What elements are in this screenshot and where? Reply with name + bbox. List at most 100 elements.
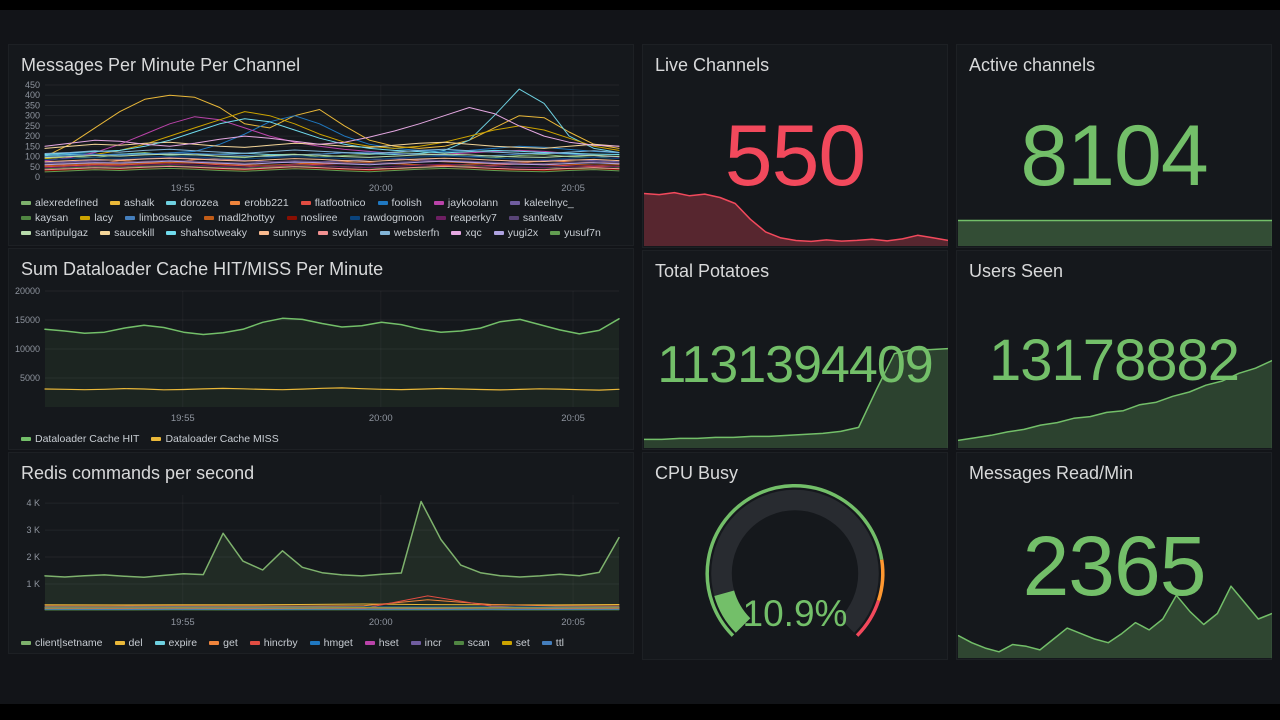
svg-text:20:00: 20:00	[369, 617, 393, 628]
panel-dataloader-cache: Sum Dataloader Cache HIT/MISS Per Minute…	[8, 248, 634, 450]
panel-title[interactable]: Messages Per Minute Per Channel	[21, 55, 301, 75]
legend-label: santipulgaz	[35, 227, 89, 239]
legend-color-chip	[166, 201, 177, 205]
legend-color-chip	[410, 641, 421, 645]
panel-title[interactable]: Sum Dataloader Cache HIT/MISS Per Minute	[21, 259, 384, 279]
panel-title[interactable]: Redis commands per second	[21, 463, 255, 483]
svg-text:50: 50	[30, 162, 40, 172]
svg-text:19:55: 19:55	[171, 617, 195, 628]
legend-item[interactable]: yugi2x	[493, 227, 538, 239]
legend-item[interactable]: ttl	[541, 637, 564, 649]
legend-label: lacy	[94, 212, 113, 224]
legend-item[interactable]: alexredefined	[21, 197, 98, 209]
legend-color-chip	[209, 641, 220, 645]
legend-item[interactable]: set	[501, 637, 530, 649]
legend-item[interactable]: scan	[453, 637, 490, 649]
panel-cpu-busy: CPU Busy 10.9%	[642, 452, 948, 660]
legend-item[interactable]: get	[209, 637, 238, 649]
legend-item[interactable]: Dataloader Cache HIT	[21, 433, 139, 445]
svg-text:300: 300	[25, 111, 40, 121]
legend-item[interactable]: ashalk	[110, 197, 154, 209]
legend-item[interactable]: sunnys	[258, 227, 306, 239]
legend-item[interactable]: hmget	[309, 637, 353, 649]
legend-item[interactable]: hincrby	[249, 637, 298, 649]
legend-item[interactable]: dorozea	[166, 197, 218, 209]
panel-title[interactable]: Active channels	[969, 55, 1096, 75]
legend-item[interactable]: limbosauce	[124, 212, 192, 224]
svg-text:20:05: 20:05	[561, 183, 585, 194]
panel-title[interactable]: Total Potatoes	[655, 261, 770, 281]
panel-title[interactable]: CPU Busy	[655, 463, 739, 483]
legend-color-chip	[433, 201, 444, 205]
legend-item[interactable]: svdylan	[318, 227, 368, 239]
messages-read-value: 2365	[1022, 519, 1207, 613]
legend-item[interactable]: lacy	[80, 212, 113, 224]
panel-title[interactable]: Messages Read/Min	[969, 463, 1134, 483]
legend-label: saucekill	[114, 227, 155, 239]
active-channels-value: 8104	[1020, 108, 1208, 204]
legend-label: svdylan	[332, 227, 368, 239]
legend-item[interactable]: del	[114, 637, 143, 649]
legend-color-chip	[249, 641, 260, 645]
legend-item[interactable]: madl2hottyy	[204, 212, 275, 224]
legend-item[interactable]: nosliree	[286, 212, 338, 224]
legend-color-chip	[379, 231, 390, 235]
svg-text:20000: 20000	[15, 286, 40, 296]
legend-label: kaysan	[35, 212, 69, 224]
redis-legend: client|setname del expire get hincrby hmget hs…	[21, 637, 627, 649]
legend-item[interactable]: reaperky7	[436, 212, 497, 224]
legend-label: flatfootnico	[314, 197, 366, 209]
top-letterbox	[0, 0, 1280, 10]
legend-item[interactable]: santeatv	[508, 212, 563, 224]
legend-item[interactable]: hset	[364, 637, 399, 649]
svg-text:20:05: 20:05	[561, 617, 585, 628]
legend-color-chip	[550, 231, 561, 235]
legend-item[interactable]: kaysan	[21, 212, 68, 224]
legend-item[interactable]: saucekill	[100, 227, 154, 239]
legend-item[interactable]: jaykoolann	[433, 197, 498, 209]
legend-color-chip	[151, 437, 162, 441]
panel-active-channels: Active channels 8104	[956, 44, 1272, 248]
legend-label: kaleelnyc_	[524, 197, 574, 209]
svg-text:3 K: 3 K	[26, 525, 40, 535]
legend-label: alexredefined	[35, 197, 99, 209]
panel-title[interactable]: Users Seen	[969, 261, 1064, 281]
panel-users-seen: Users Seen 13178882	[956, 250, 1272, 450]
legend-label: hincrby	[263, 637, 298, 649]
panel-title[interactable]: Live Channels	[655, 55, 770, 75]
legend-label: foolish	[391, 197, 422, 209]
svg-text:250: 250	[25, 121, 40, 131]
redis-commands-chart[interactable]: 1 K 2 K 3 K 4 K 19:55 20:00 20:05	[11, 489, 627, 629]
legend-item[interactable]: websterfn	[379, 227, 439, 239]
legend-color-chip	[286, 216, 297, 220]
legend-item[interactable]: Dataloader Cache MISS	[151, 433, 279, 445]
legend-item[interactable]: incr	[410, 637, 442, 649]
svg-text:19:55: 19:55	[171, 413, 195, 424]
legend-color-chip	[501, 641, 512, 645]
legend-item[interactable]: foolish	[377, 197, 422, 209]
legend-item[interactable]: expire	[154, 637, 197, 649]
legend-item[interactable]: rawdogmoon	[349, 212, 424, 224]
panel-messages-read: Messages Read/Min 2365	[956, 452, 1272, 660]
legend-color-chip	[453, 641, 464, 645]
legend-label: hmget	[323, 637, 353, 649]
legend-item[interactable]: xqc	[451, 227, 482, 239]
legend-item[interactable]: flatfootnico	[300, 197, 366, 209]
legend-item[interactable]: client|setname	[21, 637, 103, 649]
dataloader-cache-chart[interactable]: 5000 10000 15000 20000 19:55 20:00 20:05	[11, 285, 627, 425]
legend-item[interactable]: erobb221	[230, 197, 289, 209]
bottom-letterbox	[0, 704, 1280, 720]
legend-item[interactable]: kaleelnyc_	[510, 197, 574, 209]
legend-color-chip	[204, 216, 215, 220]
legend-color-chip	[510, 201, 521, 205]
legend-item[interactable]: santipulgaz	[21, 227, 88, 239]
legend-item[interactable]: yusuf7n	[550, 227, 601, 239]
legend-label: nosliree	[300, 212, 338, 224]
panel-total-potatoes: Total Potatoes 1131394409	[642, 250, 948, 450]
legend-item[interactable]: shahsotweaky	[166, 227, 247, 239]
svg-text:5000: 5000	[20, 373, 40, 383]
svg-text:450: 450	[25, 80, 40, 90]
users-seen-value: 13178882	[988, 328, 1240, 393]
legend-color-chip	[21, 641, 31, 645]
